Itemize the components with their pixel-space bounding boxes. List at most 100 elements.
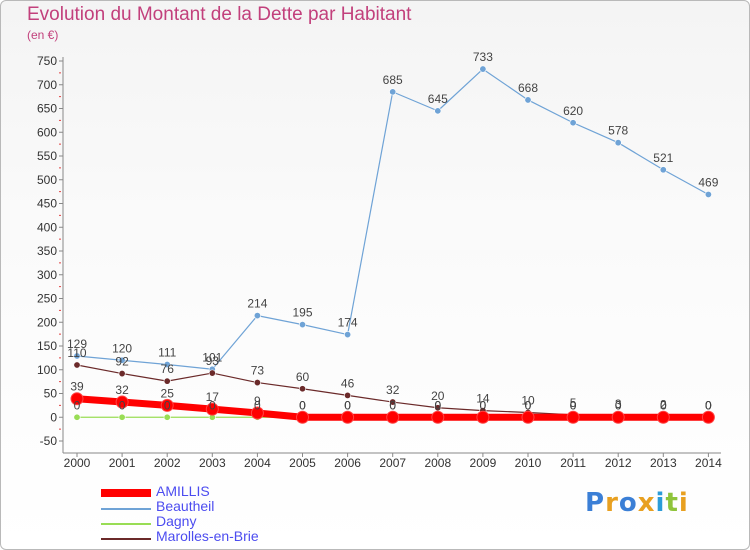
data-point-beautheil bbox=[73, 352, 81, 360]
data-label-dagny: 0 bbox=[525, 398, 532, 412]
data-label-marolles-en-brie: 20 bbox=[431, 389, 445, 403]
data-label-marolles-en-brie: 14 bbox=[476, 392, 490, 406]
y-tick-label: 50 bbox=[44, 387, 58, 401]
data-point-beautheil bbox=[298, 321, 306, 329]
x-tick-label: 2010 bbox=[515, 456, 542, 470]
data-label-beautheil: 469 bbox=[698, 175, 718, 189]
data-label-amillis: 0 bbox=[615, 398, 622, 412]
data-point-marolles-en-brie bbox=[73, 361, 81, 369]
x-tick-label: 2002 bbox=[154, 456, 181, 470]
legend-swatch-marolles bbox=[101, 538, 151, 540]
data-point-amillis bbox=[611, 410, 625, 424]
data-label-marolles-en-brie: 5 bbox=[570, 396, 577, 410]
logo-letter: P bbox=[585, 488, 606, 518]
y-tick-label: 350 bbox=[37, 244, 57, 258]
data-label-marolles-en-brie: 2 bbox=[660, 397, 667, 411]
legend-label-dagny: Dagny bbox=[156, 513, 197, 529]
data-point-beautheil bbox=[569, 119, 577, 127]
data-label-marolles-en-brie: 0 bbox=[705, 398, 712, 412]
logo-letter: x bbox=[637, 488, 656, 518]
data-point-amillis bbox=[115, 395, 129, 409]
x-tick-label: 2007 bbox=[379, 456, 406, 470]
x-tick-label: 2003 bbox=[199, 456, 226, 470]
data-point-amillis bbox=[70, 392, 84, 406]
data-label-amillis: 0 bbox=[525, 398, 532, 412]
data-label-dagny: 0 bbox=[389, 398, 396, 412]
legend-label-marolles: Marolles-en-Brie bbox=[156, 528, 259, 544]
data-label-marolles-en-brie: 3 bbox=[615, 397, 622, 411]
data-label-beautheil: 195 bbox=[292, 306, 312, 320]
data-label-marolles-en-brie: 110 bbox=[67, 346, 86, 360]
data-label-beautheil: 578 bbox=[608, 124, 628, 138]
y-tick-label: 150 bbox=[37, 339, 57, 353]
y-tick-label: 0 bbox=[50, 410, 57, 424]
data-point-beautheil bbox=[659, 166, 667, 174]
legend-swatch-dagny bbox=[101, 523, 151, 525]
data-point-dagny bbox=[163, 413, 171, 421]
data-point-beautheil bbox=[479, 65, 487, 73]
data-label-beautheil: 668 bbox=[518, 81, 538, 95]
data-label-beautheil: 129 bbox=[67, 337, 87, 351]
data-label-beautheil: 214 bbox=[247, 297, 267, 311]
data-point-amillis bbox=[431, 410, 445, 424]
data-label-marolles-en-brie: 93 bbox=[206, 354, 220, 368]
data-point-beautheil bbox=[614, 139, 622, 147]
legend-label-beautheil: Beautheil bbox=[156, 498, 215, 514]
data-label-dagny: 0 bbox=[74, 398, 81, 412]
logo-letter: i bbox=[655, 488, 666, 518]
x-tick-label: 2011 bbox=[560, 456, 586, 470]
data-label-beautheil: 174 bbox=[338, 316, 358, 330]
x-tick-label: 2013 bbox=[650, 456, 677, 470]
data-point-beautheil bbox=[253, 312, 261, 320]
data-point-amillis bbox=[386, 410, 400, 424]
data-label-amillis: 0 bbox=[344, 398, 351, 412]
unit-label: (en €) bbox=[27, 28, 59, 42]
chart-title: Evolution du Montant de la Dette par Hab… bbox=[27, 4, 412, 25]
data-point-beautheil bbox=[389, 88, 397, 96]
data-point-dagny bbox=[118, 413, 126, 421]
data-label-dagny: 0 bbox=[480, 398, 487, 412]
data-label-amillis: 0 bbox=[705, 398, 712, 412]
y-tick-label: 250 bbox=[37, 292, 57, 306]
data-point-beautheil bbox=[704, 190, 712, 198]
data-label-marolles-en-brie: 60 bbox=[296, 370, 310, 384]
logo-letter: t bbox=[665, 488, 679, 518]
data-point-amillis bbox=[250, 406, 264, 420]
data-point-amillis bbox=[566, 410, 580, 424]
data-point-amillis bbox=[296, 410, 309, 424]
data-point-amillis bbox=[656, 410, 670, 424]
legend-label-amillis: AMILLIS bbox=[156, 483, 210, 499]
data-point-amillis bbox=[701, 410, 715, 424]
data-point-marolles-en-brie bbox=[163, 377, 171, 385]
data-point-marolles-en-brie bbox=[253, 379, 261, 387]
y-tick-label: 500 bbox=[37, 173, 57, 187]
data-label-dagny: 0 bbox=[660, 398, 667, 412]
data-label-beautheil: 733 bbox=[473, 50, 493, 64]
data-label-amillis: 0 bbox=[299, 398, 306, 412]
data-label-amillis: 9 bbox=[254, 394, 261, 408]
data-point-amillis bbox=[476, 410, 490, 424]
data-label-amillis: 0 bbox=[570, 398, 577, 412]
data-point-marolles-en-brie bbox=[298, 385, 306, 393]
data-label-beautheil: 521 bbox=[653, 151, 673, 165]
data-label-dagny: 0 bbox=[254, 398, 261, 412]
data-label-beautheil: 645 bbox=[428, 92, 448, 106]
data-label-dagny: 0 bbox=[164, 398, 171, 412]
y-tick-label: 200 bbox=[37, 315, 57, 329]
data-label-amillis: 32 bbox=[115, 383, 129, 397]
data-point-beautheil bbox=[524, 96, 532, 104]
logo-letter: r bbox=[605, 488, 619, 518]
data-point-marolles-en-brie bbox=[208, 369, 216, 377]
data-point-beautheil bbox=[344, 331, 352, 339]
y-tick-label: 400 bbox=[37, 220, 57, 234]
x-tick-label: 2012 bbox=[605, 456, 632, 470]
data-label-beautheil: 120 bbox=[112, 341, 132, 355]
x-tick-label: 2009 bbox=[470, 456, 497, 470]
data-label-amillis: 17 bbox=[206, 390, 220, 404]
x-tick-label: 2008 bbox=[424, 456, 451, 470]
y-tick-label: 700 bbox=[37, 78, 57, 92]
data-label-marolles-en-brie: 10 bbox=[521, 394, 535, 408]
data-label-amillis: 0 bbox=[480, 398, 487, 412]
